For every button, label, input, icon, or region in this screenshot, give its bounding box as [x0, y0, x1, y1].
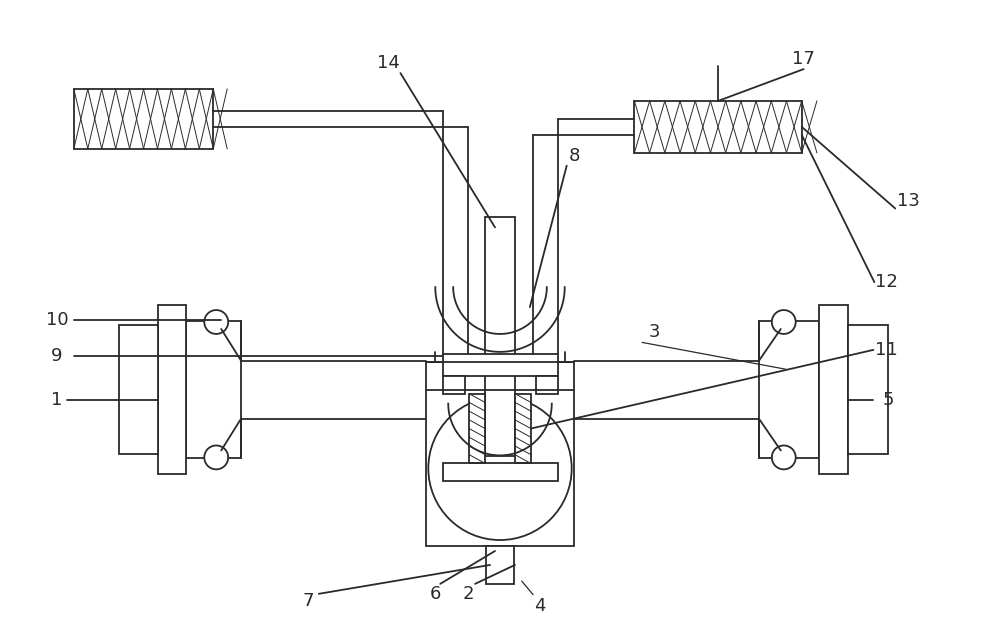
Bar	[186, 321, 241, 458]
Text: 3: 3	[649, 323, 660, 341]
Circle shape	[204, 446, 228, 469]
Text: 11: 11	[875, 341, 898, 359]
Text: 10: 10	[46, 311, 68, 329]
Bar	[759, 321, 819, 458]
Text: 12: 12	[875, 273, 898, 291]
Text: 1: 1	[51, 391, 63, 409]
Text: 2: 2	[462, 585, 474, 603]
Bar	[536, 376, 558, 394]
Bar	[819, 305, 848, 474]
Bar	[443, 376, 465, 394]
Text: 6: 6	[430, 585, 441, 603]
Bar	[443, 464, 558, 482]
Text: 14: 14	[377, 54, 400, 72]
Text: 5: 5	[883, 391, 894, 409]
Text: 8: 8	[569, 147, 580, 165]
Bar	[515, 394, 531, 464]
Bar	[119, 325, 158, 455]
Circle shape	[204, 310, 228, 334]
Bar	[158, 305, 186, 474]
Circle shape	[428, 397, 572, 540]
Text: 17: 17	[792, 50, 815, 68]
Text: 7: 7	[302, 592, 314, 610]
Text: 13: 13	[897, 191, 920, 209]
Bar	[634, 101, 802, 153]
Text: 9: 9	[51, 347, 63, 365]
Bar	[426, 362, 574, 546]
Circle shape	[772, 446, 796, 469]
Circle shape	[772, 310, 796, 334]
Bar	[848, 325, 888, 455]
Bar	[485, 218, 515, 456]
Text: 4: 4	[534, 597, 546, 615]
Bar	[469, 394, 485, 464]
Bar	[486, 546, 514, 584]
Bar	[443, 354, 558, 376]
Bar	[74, 89, 213, 149]
